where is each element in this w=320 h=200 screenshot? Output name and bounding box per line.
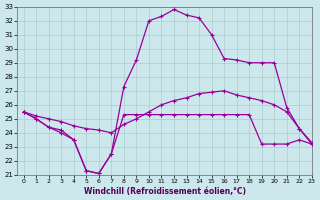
X-axis label: Windchill (Refroidissement éolien,°C): Windchill (Refroidissement éolien,°C) bbox=[84, 187, 245, 196]
